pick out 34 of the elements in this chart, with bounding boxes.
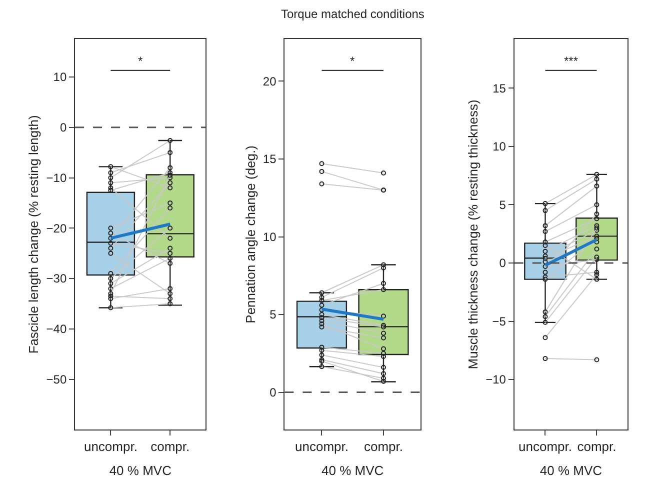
x-tick-label: compr. (150, 439, 190, 454)
y-tick-label: 10 (492, 140, 506, 154)
x-axis-title: 40 % MVC (322, 463, 384, 478)
annotation: * (138, 54, 143, 68)
x-tick-label: uncompr. (84, 439, 138, 454)
y-tick-label: −5 (492, 314, 506, 328)
y-tick-label: 0 (499, 256, 506, 270)
y-axis-title: Muscle thickness change (% resting thickness) (466, 100, 481, 370)
y-tick-label: 20 (262, 74, 277, 88)
x-axis-title: 40 % MVC (540, 463, 602, 478)
x-tick-label: uncompr. (518, 439, 572, 454)
annotation: *** (564, 54, 578, 68)
y-tick-label: 5 (499, 198, 506, 212)
y-tick-label: 10 (53, 70, 67, 84)
y-axis-title: Pennation angle change (deg.) (242, 146, 258, 324)
y-tick-label: −40 (46, 322, 67, 336)
annotation: * (350, 54, 355, 68)
x-tick-label: uncompr. (295, 439, 348, 454)
y-tick-label: −10 (46, 170, 67, 185)
y-tick-label: 15 (262, 152, 277, 166)
y-tick-label: 15 (492, 81, 506, 96)
y-tick-label: −30 (46, 272, 67, 286)
x-tick-label: compr. (364, 439, 403, 454)
y-tick-label: 0 (270, 386, 277, 400)
chart-title: Torque matched conditions (281, 7, 424, 21)
y-tick-label: 10 (262, 230, 277, 244)
y-tick-label: −10 (486, 372, 506, 387)
y-tick-label: 5 (270, 308, 277, 322)
x-axis-title: 40 % MVC (109, 463, 172, 478)
x-tick-label: compr. (577, 439, 616, 454)
y-axis-title: Fascicle length change (% resting length) (26, 115, 42, 354)
y-tick-label: −50 (46, 372, 67, 386)
y-tick-label: 0 (60, 120, 67, 135)
y-tick-label: −20 (46, 221, 67, 236)
